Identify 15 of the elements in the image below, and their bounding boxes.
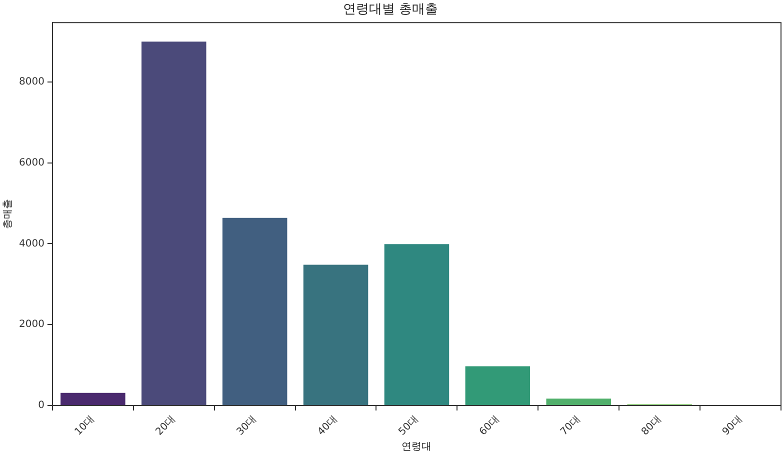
y-tick-label: 4000 (18, 238, 44, 250)
bar (141, 42, 206, 405)
y-axis-title: 총매출 (2, 199, 14, 230)
y-tick-label: 8000 (18, 76, 44, 88)
chart-title: 연령대별 총매출 (342, 2, 438, 18)
bar (546, 398, 612, 405)
bar (384, 244, 450, 405)
y-tick-label: 0 (38, 400, 44, 412)
y-tick-label: 2000 (18, 319, 44, 330)
y-tick-label: 6000 (18, 157, 44, 168)
bar (465, 366, 530, 405)
bar (222, 218, 288, 405)
bar (303, 264, 368, 405)
bar (60, 392, 126, 405)
x-axis-title: 연령대 (402, 442, 432, 453)
